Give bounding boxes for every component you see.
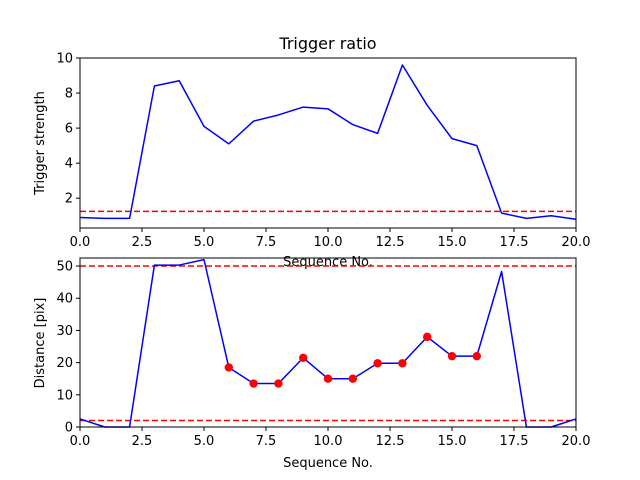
x-tick-label: 12.5 bbox=[376, 434, 405, 449]
x-tick-label: 5.0 bbox=[194, 434, 215, 449]
x-tick-label: 5.0 bbox=[194, 235, 215, 250]
top-y-axis-label: Trigger strength bbox=[33, 91, 48, 196]
x-tick-label: 10.0 bbox=[314, 235, 343, 250]
data-point bbox=[423, 332, 432, 342]
x-tick-label: 7.5 bbox=[256, 235, 277, 250]
y-tick-label: 6 bbox=[65, 122, 73, 137]
x-tick-label: 20.0 bbox=[562, 235, 591, 250]
x-tick-label: 10.0 bbox=[314, 434, 343, 449]
y-tick-label: 20 bbox=[56, 356, 73, 371]
bottom-x-axis-label: Sequence No. bbox=[283, 456, 373, 471]
x-tick-label: 17.5 bbox=[500, 434, 529, 449]
data-point bbox=[447, 351, 457, 361]
y-tick-label: 30 bbox=[56, 324, 73, 339]
y-tick-label: 10 bbox=[56, 52, 73, 67]
x-tick-label: 0.0 bbox=[70, 434, 91, 449]
plot-frame bbox=[79, 257, 577, 428]
x-tick-label: 7.5 bbox=[256, 434, 277, 449]
data-point bbox=[274, 379, 283, 388]
plot-frame bbox=[79, 57, 577, 229]
data-point bbox=[323, 374, 333, 383]
data-point bbox=[299, 353, 308, 362]
series-line bbox=[79, 258, 577, 428]
y-tick-label: 8 bbox=[65, 87, 73, 102]
y-tick-label: 50 bbox=[56, 260, 73, 275]
trigger-ratio-chart: 0.0 2.5 5.0 7.5 10.0 12.5 15.0 17.5 20.0 2 4 6 8 10 bbox=[56, 52, 590, 251]
x-tick-label: 17.5 bbox=[500, 235, 529, 250]
y-tick-label: 40 bbox=[56, 292, 73, 307]
distance-chart: 0.0 2.5 5.0 7.5 10.0 12.5 15.0 17.5 20.0 0 10 20 30 4… bbox=[56, 257, 591, 449]
data-point bbox=[398, 359, 407, 368]
bottom-y-axis-label: Distance [pix] bbox=[33, 298, 48, 389]
x-tick-label: 0.0 bbox=[70, 235, 91, 250]
y-tick-label: 10 bbox=[56, 388, 73, 403]
series-line bbox=[79, 64, 577, 220]
x-tick-label: 12.5 bbox=[376, 235, 405, 250]
x-tick-label: 15.0 bbox=[438, 235, 467, 250]
x-tick-label: 2.5 bbox=[132, 434, 153, 449]
data-point bbox=[348, 374, 357, 383]
y-tick-label: 4 bbox=[65, 157, 73, 172]
x-tick-label: 2.5 bbox=[132, 235, 153, 250]
x-tick-label: 20.0 bbox=[562, 434, 591, 449]
data-point bbox=[472, 351, 481, 361]
y-tick-label: 0 bbox=[65, 421, 73, 436]
top-x-axis-label: Sequence No. bbox=[283, 255, 373, 270]
data-point bbox=[373, 359, 382, 368]
data-point bbox=[224, 363, 233, 372]
data-point bbox=[249, 379, 258, 388]
x-tick-label: 15.0 bbox=[438, 434, 467, 449]
chart-title: Trigger ratio bbox=[278, 34, 376, 53]
y-tick-label: 2 bbox=[65, 192, 73, 207]
